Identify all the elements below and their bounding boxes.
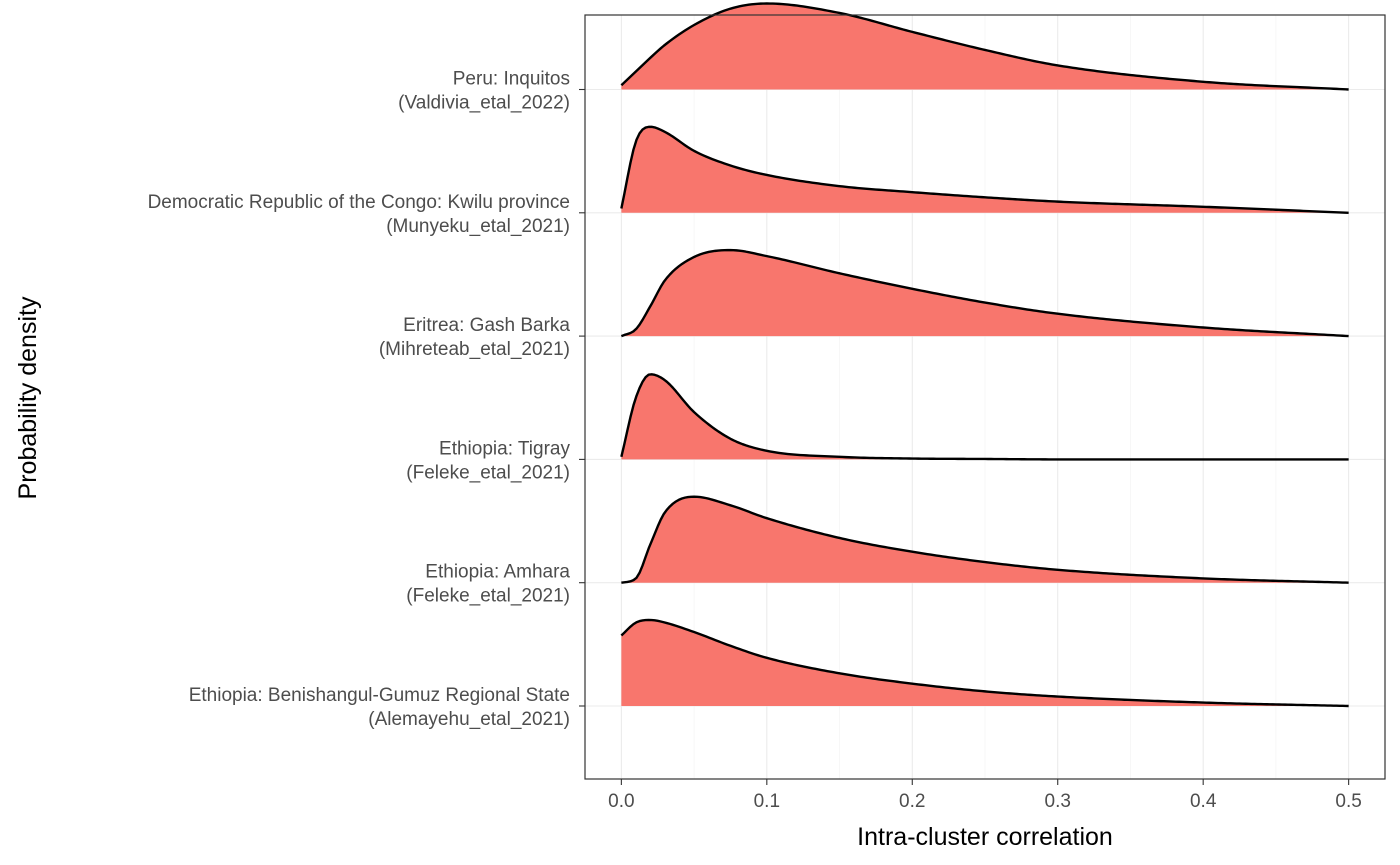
density-area-series-1 — [621, 3, 1349, 90]
y-tick-label-study: (Feleke_etal_2021) — [406, 586, 570, 607]
density-ridges — [620, 2, 1349, 708]
y-tick-label-location: Democratic Republic of the Congo: Kwilu … — [148, 192, 570, 213]
y-tick-label-location: Peru: Inquitos — [453, 69, 570, 90]
x-tick-label: 0.3 — [1045, 791, 1071, 812]
y-tick-label-location: Ethiopia: Amhara — [425, 562, 570, 583]
y-tick-label-study: (Mihreteab_etal_2021) — [379, 339, 570, 360]
density-area-series-5 — [621, 496, 1349, 583]
x-axis-title: Intra-cluster correlation — [857, 823, 1113, 851]
x-tick-label: 0.0 — [608, 791, 634, 812]
x-tick-label: 0.1 — [754, 791, 780, 812]
y-tick-label-location: Eritrea: Gash Barka — [403, 315, 570, 336]
y-tick-label-study: (Munyeku_etal_2021) — [386, 216, 570, 237]
x-tick-label: 0.4 — [1190, 791, 1217, 812]
density-area-series-4 — [621, 374, 1349, 460]
x-axis: 0.0 0.1 0.2 0.3 0.4 0.5 — [608, 779, 1362, 812]
density-area-series-2 — [621, 126, 1349, 213]
density-line-series-5 — [621, 495, 1349, 584]
y-tick-label-location: Ethiopia: Tigray — [439, 438, 570, 459]
density-line-series-4 — [620, 373, 1349, 461]
x-tick-label: 0.5 — [1335, 791, 1361, 812]
plot-panel-border — [584, 14, 1386, 780]
density-line-series-3 — [620, 248, 1349, 338]
density-area-series-6 — [621, 620, 1349, 706]
y-axis-title: Probability density — [14, 296, 42, 499]
x-tick-label: 0.2 — [899, 791, 925, 812]
y-axis: Peru: Inquitos (Valdivia_etal_2022) Democr… — [148, 69, 585, 730]
density-line-series-1 — [620, 2, 1349, 91]
y-tick-label-study: (Feleke_etal_2021) — [406, 462, 570, 483]
density-line-series-2 — [620, 125, 1349, 214]
y-tick-label-study: (Valdivia_etal_2022) — [398, 93, 570, 114]
y-tick-label-location: Ethiopia: Benishangul-Gumuz Regional Sta… — [189, 685, 570, 706]
density-line-series-6 — [620, 618, 1349, 708]
y-tick-label-study: (Alemayehu_etal_2021) — [368, 709, 570, 730]
density-area-series-3 — [621, 250, 1349, 337]
